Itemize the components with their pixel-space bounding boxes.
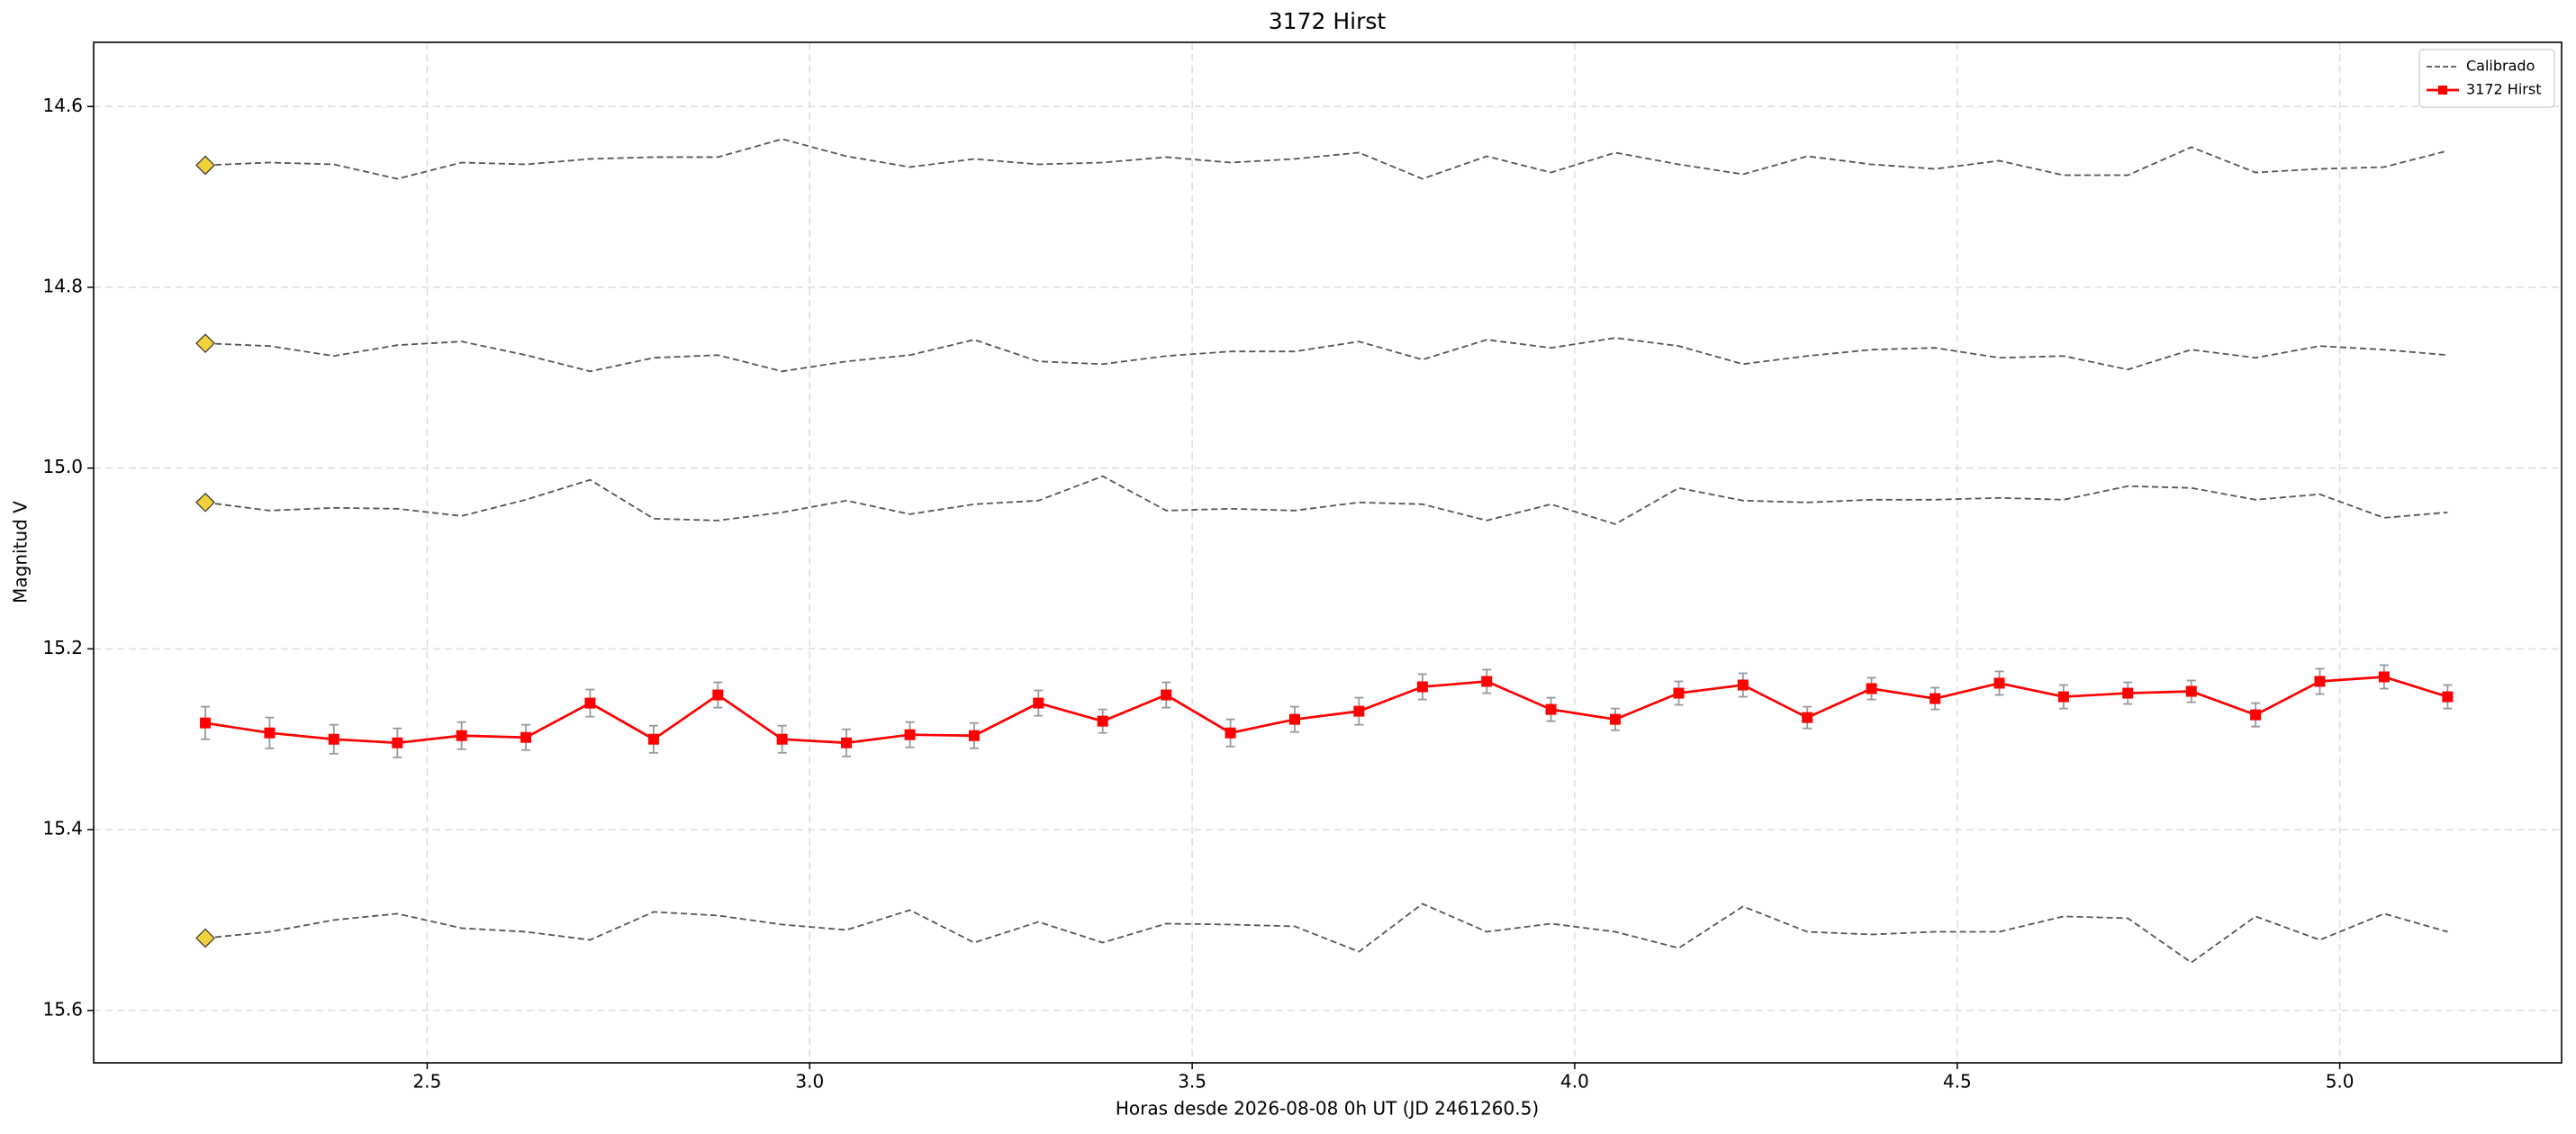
point-marker	[584, 697, 596, 709]
x-tick-label: 3.5	[1178, 1071, 1207, 1093]
chart-title: 3172 Hirst	[1269, 8, 1387, 34]
series-line	[204, 475, 2448, 525]
legend-marker	[2438, 86, 2447, 95]
point-marker	[1930, 693, 1941, 704]
legend-box	[2418, 49, 2555, 108]
point-marker	[2250, 709, 2262, 721]
y-axis-label: Magnitud V	[10, 501, 32, 603]
point-marker	[1033, 697, 1044, 709]
point-marker	[328, 733, 339, 745]
point-marker	[1802, 712, 1813, 723]
point-marker	[1288, 713, 1300, 725]
legend-label: Calibrado	[2466, 58, 2535, 75]
point-marker	[1097, 715, 1108, 727]
point-marker	[2442, 691, 2454, 703]
x-tick-label: 3.0	[795, 1071, 824, 1093]
point-marker	[264, 727, 276, 739]
y-tick-label: 15.4	[42, 818, 83, 839]
x-axis-label: Horas desde 2026-08-08 0h UT (JD 2461260…	[1116, 1098, 1539, 1120]
point-marker	[2057, 691, 2069, 703]
y-tick-label: 15.0	[42, 456, 83, 477]
point-marker	[1353, 705, 1365, 717]
start-marker	[195, 333, 215, 354]
point-marker	[2122, 687, 2134, 699]
legend-label: 3172 Hirst	[2466, 81, 2541, 98]
point-marker	[2185, 685, 2197, 697]
x-tick-label: 4.0	[1560, 1071, 1589, 1093]
point-marker	[456, 730, 467, 741]
series-line	[204, 903, 2448, 964]
point-marker	[904, 729, 916, 740]
point-marker	[841, 737, 853, 748]
point-marker	[200, 717, 212, 729]
series-line	[205, 337, 2448, 373]
point-marker	[1673, 687, 1685, 699]
point-marker	[647, 733, 659, 745]
point-marker	[1866, 683, 1877, 694]
point-marker	[392, 737, 403, 748]
series-line	[204, 676, 2448, 745]
plot-frame	[93, 41, 2562, 1064]
point-marker	[712, 689, 724, 701]
y-tick-label: 15.2	[42, 637, 83, 658]
start-marker	[195, 155, 215, 176]
point-marker	[1545, 703, 1557, 715]
y-tick-label: 14.6	[42, 95, 83, 116]
point-marker	[520, 731, 532, 743]
point-marker	[1609, 713, 1621, 725]
x-tick-label: 4.5	[1943, 1071, 1972, 1093]
y-tick-label: 15.6	[42, 998, 83, 1020]
point-marker	[776, 733, 788, 745]
start-marker	[195, 928, 215, 948]
point-marker	[1225, 727, 1236, 739]
point-marker	[968, 730, 980, 741]
series-line	[205, 138, 2448, 180]
x-tick-label: 5.0	[2326, 1071, 2355, 1093]
point-marker	[2378, 671, 2390, 683]
point-marker	[1416, 681, 1428, 693]
point-marker	[1161, 689, 1172, 701]
y-tick-label: 14.8	[42, 275, 83, 296]
point-marker	[1737, 679, 1749, 691]
point-marker	[2314, 676, 2326, 687]
x-tick-label: 2.5	[413, 1071, 442, 1093]
start-marker	[195, 492, 215, 513]
point-marker	[1481, 676, 1493, 687]
point-marker	[1993, 677, 2005, 689]
